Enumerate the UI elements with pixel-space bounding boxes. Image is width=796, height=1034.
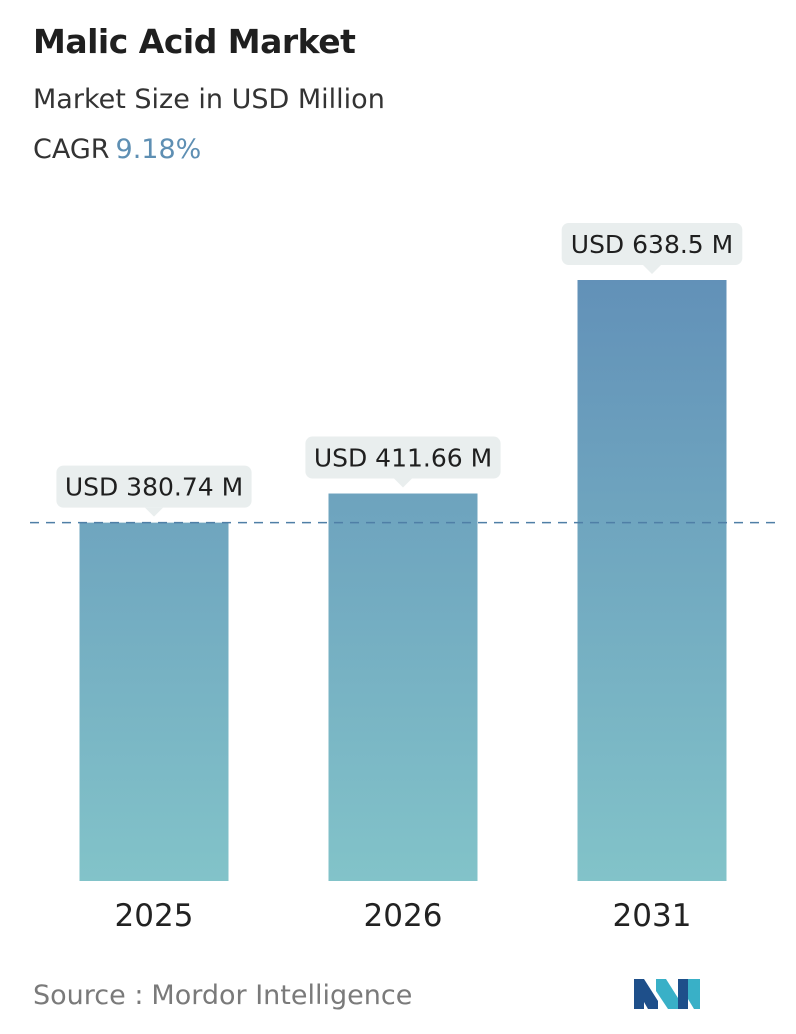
- chart-title: Malic Acid Market: [33, 22, 356, 61]
- bar-2025: [79, 522, 229, 881]
- data-label-box: [561, 223, 743, 265]
- x-tick-label: 2025: [115, 898, 194, 934]
- data-label: USD 380.74 M: [65, 473, 243, 502]
- chart-subtitle: Market Size in USD Million: [33, 84, 385, 115]
- data-label-box: [56, 465, 252, 508]
- data-label-pointer: [145, 507, 163, 517]
- cagr-value: 9.18%: [115, 134, 202, 165]
- bar-2031: [577, 280, 727, 881]
- x-tick-label: 2026: [364, 898, 443, 934]
- cagr-label: CAGR: [33, 134, 110, 165]
- data-label-pointer: [394, 478, 412, 488]
- source-label: Source :: [33, 980, 144, 1011]
- source-name: Mordor Intelligence: [151, 980, 413, 1011]
- x-tick-label: 2031: [613, 898, 692, 934]
- source-footer: Source : Mordor Intelligence: [33, 980, 412, 1011]
- cagr-line: CAGR 9.18%: [33, 134, 201, 165]
- bar-chart: 2025 2026 2031 USD 380.74 M USD 411.66 M USD …: [30, 223, 782, 934]
- data-label-box: [305, 436, 501, 479]
- mordor-intelligence-logo-icon: [634, 979, 700, 1009]
- bar-2026: [328, 493, 478, 881]
- data-label-pointer: [643, 265, 661, 274]
- data-label: USD 411.66 M: [314, 444, 492, 473]
- data-label: USD 638.5 M: [571, 230, 733, 259]
